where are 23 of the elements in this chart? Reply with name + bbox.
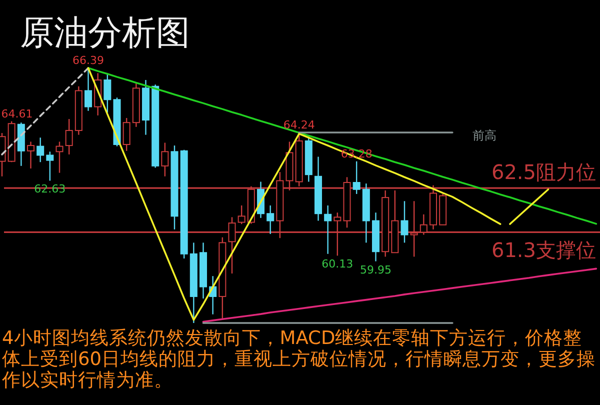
candlestick <box>132 82 140 128</box>
annotation: 64.24 <box>283 118 315 132</box>
candlestick <box>17 122 25 167</box>
annotation: 60.13 <box>322 258 354 271</box>
annotation: 64.61 <box>1 107 33 120</box>
chart-title: 原油分析图 <box>20 13 190 53</box>
candlestick <box>314 156 322 222</box>
annotation: 59.95 <box>360 263 392 276</box>
ref-line-label: 61.3支撑位 <box>491 238 596 262</box>
candlestick <box>199 242 208 300</box>
candlestick <box>190 242 198 324</box>
candlestick <box>26 141 35 170</box>
candlestick <box>266 204 274 235</box>
annotation: 66.39 <box>72 54 104 67</box>
candlestick <box>36 137 44 163</box>
ref-line-label: 62.5阻力位 <box>491 160 596 184</box>
candlestick <box>362 182 370 244</box>
candlestick <box>372 212 380 262</box>
candlestick <box>84 67 92 112</box>
text: 4小时图均线系统仍然发散向下，MACD继续在零轴下方运行，价格整体上受到60日均线的阻力，重视上方破位情况，行情瞬息万变，更多操作以实时行情为准。 <box>2 328 597 391</box>
candlestick <box>324 204 332 254</box>
series-label: 前高 <box>472 128 496 143</box>
candlestick <box>74 86 82 136</box>
